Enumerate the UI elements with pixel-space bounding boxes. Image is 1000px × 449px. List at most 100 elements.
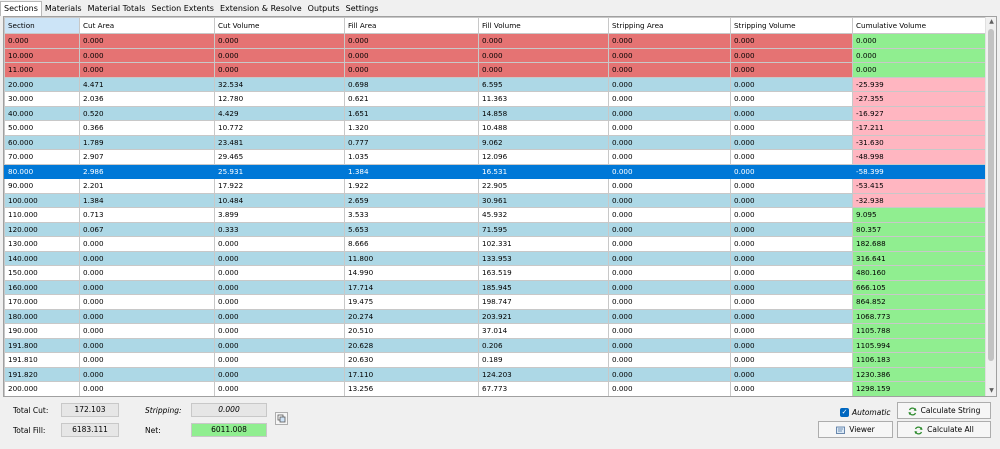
table-cell[interactable]: 0.698 [344, 76, 479, 92]
table-cell[interactable]: 1.789 [79, 134, 215, 150]
table-cell[interactable]: 0.000 [4, 33, 80, 49]
column-header-stripping-area[interactable]: Stripping Area [608, 17, 731, 34]
table-cell[interactable]: 0.000 [730, 352, 853, 368]
table-cell[interactable]: 0.000 [608, 47, 731, 63]
table-cell[interactable]: 20.510 [344, 323, 479, 339]
table-cell[interactable]: 0.000 [214, 381, 345, 396]
table-row[interactable]: 40.000 0.520 4.429 1.651 14.858 0.000 0.000 -16… [4, 105, 987, 121]
table-cell[interactable]: 23.481 [214, 134, 345, 150]
table-row[interactable]: 110.000 0.713 3.899 3.533 45.932 0.000 0.000 9.… [4, 207, 987, 223]
table-cell[interactable]: 0.000 [730, 308, 853, 324]
table-cell[interactable]: 0.000 [608, 381, 731, 396]
table-cell[interactable]: 0.000 [478, 62, 609, 78]
table-cell[interactable]: 14.990 [344, 265, 479, 281]
table-cell[interactable]: 0.000 [730, 91, 853, 107]
column-header-fill-area[interactable]: Fill Area [344, 17, 479, 34]
table-cell[interactable]: 140.000 [4, 250, 80, 266]
table-cell[interactable]: 0.000 [608, 207, 731, 223]
table-cell[interactable]: 124.203 [478, 366, 609, 382]
table-cell[interactable]: 191.810 [4, 352, 80, 368]
table-cell[interactable]: 0.000 [730, 62, 853, 78]
table-row[interactable]: 30.000 2.036 12.780 0.621 11.363 0.000 0.000 -2… [4, 91, 987, 107]
table-cell[interactable]: 9.062 [478, 134, 609, 150]
table-cell[interactable]: 19.475 [344, 294, 479, 310]
table-cell[interactable]: 9.095 [852, 207, 987, 223]
table-cell[interactable]: 1.651 [344, 105, 479, 121]
table-cell[interactable]: 11.800 [344, 250, 479, 266]
table-cell[interactable]: 0.000 [730, 120, 853, 136]
table-cell[interactable]: 11.000 [4, 62, 80, 78]
table-cell[interactable]: 11.363 [478, 91, 609, 107]
table-cell[interactable]: 0.189 [478, 352, 609, 368]
table-cell[interactable]: 0.000 [79, 294, 215, 310]
table-cell[interactable]: 0.000 [79, 337, 215, 353]
table-row[interactable]: 150.000 0.000 0.000 14.990 163.519 0.000 0.000… [4, 265, 987, 281]
table-cell[interactable]: 163.519 [478, 265, 609, 281]
table-cell[interactable]: 0.000 [478, 33, 609, 49]
tab-sections[interactable]: Sections [0, 1, 42, 16]
table-cell[interactable]: 198.747 [478, 294, 609, 310]
table-row[interactable]: 90.000 2.201 17.922 1.922 22.905 0.000 0.000 -5… [4, 178, 987, 194]
table-cell[interactable]: 0.000 [79, 308, 215, 324]
table-cell[interactable]: 20.628 [344, 337, 479, 353]
table-cell[interactable]: -32.938 [852, 192, 987, 208]
table-cell[interactable]: 0.000 [214, 366, 345, 382]
table-cell[interactable]: 0.000 [214, 62, 345, 78]
table-row[interactable]: 191.800 0.000 0.000 20.628 0.206 0.000 0.000 11… [4, 337, 987, 353]
table-row[interactable]: 160.000 0.000 0.000 17.714 185.945 0.000 0.000… [4, 279, 987, 295]
table-cell[interactable]: 0.000 [79, 323, 215, 339]
table-cell[interactable]: 45.932 [478, 207, 609, 223]
table-cell[interactable]: 22.905 [478, 178, 609, 194]
table-cell[interactable]: 0.000 [608, 134, 731, 150]
table-cell[interactable]: -48.998 [852, 149, 987, 165]
table-cell[interactable]: 203.921 [478, 308, 609, 324]
table-cell[interactable]: 0.000 [730, 323, 853, 339]
table-cell[interactable]: 0.366 [79, 120, 215, 136]
table-cell[interactable]: -17.211 [852, 120, 987, 136]
table-cell[interactable]: 0.000 [214, 236, 345, 252]
column-header-cut-area[interactable]: Cut Area [79, 17, 215, 34]
table-cell[interactable]: 12.096 [478, 149, 609, 165]
table-cell[interactable]: 37.014 [478, 323, 609, 339]
table-cell[interactable]: 185.945 [478, 279, 609, 295]
table-cell[interactable]: 200.000 [4, 381, 80, 396]
table-cell[interactable]: 0.333 [214, 221, 345, 237]
table-cell[interactable]: 1106.183 [852, 352, 987, 368]
table-cell[interactable]: 1.035 [344, 149, 479, 165]
table-cell[interactable]: 0.000 [608, 192, 731, 208]
table-cell[interactable]: 0.000 [214, 308, 345, 324]
table-row[interactable]: 10.000 0.000 0.000 0.000 0.000 0.000 0.000 0.00… [4, 47, 987, 63]
table-cell[interactable]: 0.206 [478, 337, 609, 353]
table-cell[interactable]: 1230.386 [852, 366, 987, 382]
table-cell[interactable]: 5.653 [344, 221, 479, 237]
table-cell[interactable]: 0.000 [79, 366, 215, 382]
tab-settings[interactable]: Settings [345, 4, 379, 13]
table-cell[interactable]: 0.000 [730, 76, 853, 92]
table-cell[interactable]: 0.000 [608, 366, 731, 382]
tab-material-totals[interactable]: Material Totals [87, 4, 146, 13]
table-cell[interactable]: 80.000 [4, 163, 80, 179]
table-cell[interactable]: 0.000 [608, 265, 731, 281]
table-cell[interactable]: 0.000 [79, 265, 215, 281]
table-row[interactable]: 0.000 0.000 0.000 0.000 0.000 0.000 0.000 0.000 [4, 33, 987, 49]
table-row[interactable]: 180.000 0.000 0.000 20.274 203.921 0.000 0.000… [4, 308, 987, 324]
table-cell[interactable]: 0.000 [852, 62, 987, 78]
table-cell[interactable]: 0.000 [730, 366, 853, 382]
table-cell[interactable]: 25.931 [214, 163, 345, 179]
table-cell[interactable]: 0.000 [730, 192, 853, 208]
column-header-section[interactable]: Section [4, 17, 80, 34]
calculate-all-button[interactable]: Calculate All [897, 421, 991, 438]
table-cell[interactable]: 0.000 [608, 163, 731, 179]
tab-extension-resolve[interactable]: Extension & Resolve [219, 4, 302, 13]
table-cell[interactable]: 29.465 [214, 149, 345, 165]
table-row[interactable]: 191.820 0.000 0.000 17.110 124.203 0.000 0.000… [4, 366, 987, 382]
automatic-checkbox[interactable]: ✓ [840, 408, 849, 417]
table-cell[interactable]: -27.355 [852, 91, 987, 107]
table-cell[interactable]: 130.000 [4, 236, 80, 252]
table-cell[interactable]: 67.773 [478, 381, 609, 396]
table-cell[interactable]: 1105.788 [852, 323, 987, 339]
table-cell[interactable]: 0.000 [214, 294, 345, 310]
table-cell[interactable]: 40.000 [4, 105, 80, 121]
calculate-string-button[interactable]: Calculate String [897, 402, 991, 419]
table-cell[interactable]: -53.415 [852, 178, 987, 194]
